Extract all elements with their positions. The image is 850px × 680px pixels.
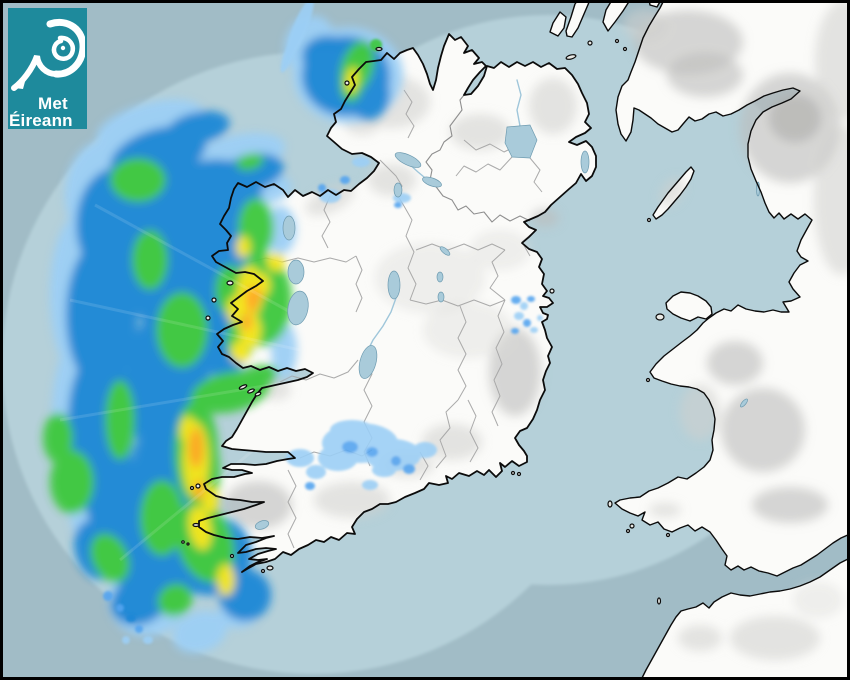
radar-cell-moderate-rain	[236, 153, 264, 171]
radar-cell-very-heavy-rain	[242, 313, 252, 331]
radar-cell-very-light-rain	[530, 327, 538, 333]
lough-owel	[436, 271, 444, 283]
radar-cell-heavy-rain	[217, 564, 235, 596]
radar-cell-light-rain	[116, 604, 124, 612]
radar-cell-light-rain	[391, 456, 401, 466]
hurricane-swirl-icon	[11, 19, 85, 91]
radar-cell-light-rain	[511, 296, 521, 304]
lough-derravaragh	[439, 246, 451, 256]
radar-cell-light-rain	[523, 319, 531, 327]
radar-echo-layer	[43, 0, 543, 654]
radar-cell-light-rain	[318, 184, 326, 192]
radar-echoes-fine	[103, 0, 543, 644]
lough-corrib	[287, 290, 309, 326]
killarney-lakes	[254, 520, 270, 530]
radar-beam-artifacts	[59, 203, 306, 562]
radar-echoes-soft	[43, 15, 403, 654]
bala-lake	[740, 398, 748, 408]
radar-cell-heavy-rain	[231, 341, 249, 363]
radar-cell-heavy-rain	[267, 253, 285, 271]
radar-cell-very-light-rain	[514, 312, 524, 320]
radar-cell-very-light-rain	[362, 480, 378, 490]
lough-erne-lower	[394, 152, 422, 168]
radar-cell-very-light-rain	[306, 465, 326, 479]
radar-cell-heavy-rain	[202, 486, 218, 514]
radar-cell-moderate-rain	[140, 480, 184, 556]
radar-cell-light-rain	[305, 482, 315, 490]
radar-cell-very-light-rain	[537, 315, 543, 321]
lough-derg	[358, 345, 378, 379]
radar-cell-rain	[66, 240, 138, 390]
lough-mask	[287, 259, 305, 285]
radar-cell-very-light-rain	[365, 439, 421, 471]
radar-cell-light-rain	[366, 447, 378, 457]
radar-cell-heavy-rain	[236, 236, 250, 258]
radar-cell-moderate-rain	[90, 533, 130, 583]
coastlines	[181, 0, 850, 680]
radar-cell-moderate-rain	[156, 292, 208, 368]
logo-text-met: Met	[38, 94, 68, 113]
radar-cell-very-light-rain	[280, 31, 300, 73]
radar-cell-very-light-rain	[122, 636, 130, 644]
lough-allen	[393, 182, 403, 198]
radar-cell-very-light-rain	[330, 420, 374, 440]
lough-ree	[387, 270, 401, 300]
radar-cell-very-light-rain	[172, 610, 228, 654]
radar-cell-moderate-rain	[132, 230, 168, 290]
radar-cell-light-rain	[511, 328, 519, 334]
radar-cell-light-rain	[527, 296, 535, 302]
radar-cell-moderate-rain	[50, 450, 94, 514]
radar-cell-very-light-rain	[520, 302, 528, 310]
radar-cell-very-heavy-rain	[254, 288, 262, 302]
radar-cell-moderate-rain	[105, 380, 135, 460]
logo-text-eireann: Éireann	[9, 111, 73, 130]
strangford-lough	[580, 150, 590, 174]
radar-cell-light-rain	[403, 464, 415, 474]
radar-cell-very-light-rain	[372, 463, 396, 477]
lakes	[254, 124, 760, 530]
radar-cell-very-light-rain	[352, 157, 370, 167]
small-islands	[181, 38, 671, 605]
radar-cell-very-light-rain	[413, 442, 437, 458]
lough-conn	[282, 215, 296, 241]
radar-cell-light-rain	[342, 441, 358, 453]
radar-cell-light-rain	[135, 625, 143, 633]
radar-cell-very-light-rain	[143, 636, 153, 644]
lough-ennell	[437, 291, 445, 303]
met-eireann-logo: Met Éireann	[8, 8, 87, 130]
radar-cell-very-heavy-rain	[189, 428, 203, 468]
radar-cell-light-rain	[103, 591, 113, 601]
radar-cell-moderate-rain	[110, 158, 166, 202]
radar-cell-rain	[166, 110, 230, 146]
radar-cell-moderate-rain	[238, 365, 278, 387]
radar-cell-light-rain	[394, 202, 402, 208]
radar-cell-light-rain	[340, 176, 350, 184]
lough-neagh	[504, 124, 538, 159]
radar-cell-rain	[110, 574, 170, 626]
lough-erne-upper	[422, 176, 442, 188]
radar-cell-rain	[220, 153, 284, 191]
radar-cell-moderate-rain	[43, 413, 73, 463]
radar-cell-very-light-rain	[286, 449, 314, 467]
radar-cell-moderate-rain	[157, 583, 193, 617]
radar-cell-rain	[126, 614, 136, 622]
